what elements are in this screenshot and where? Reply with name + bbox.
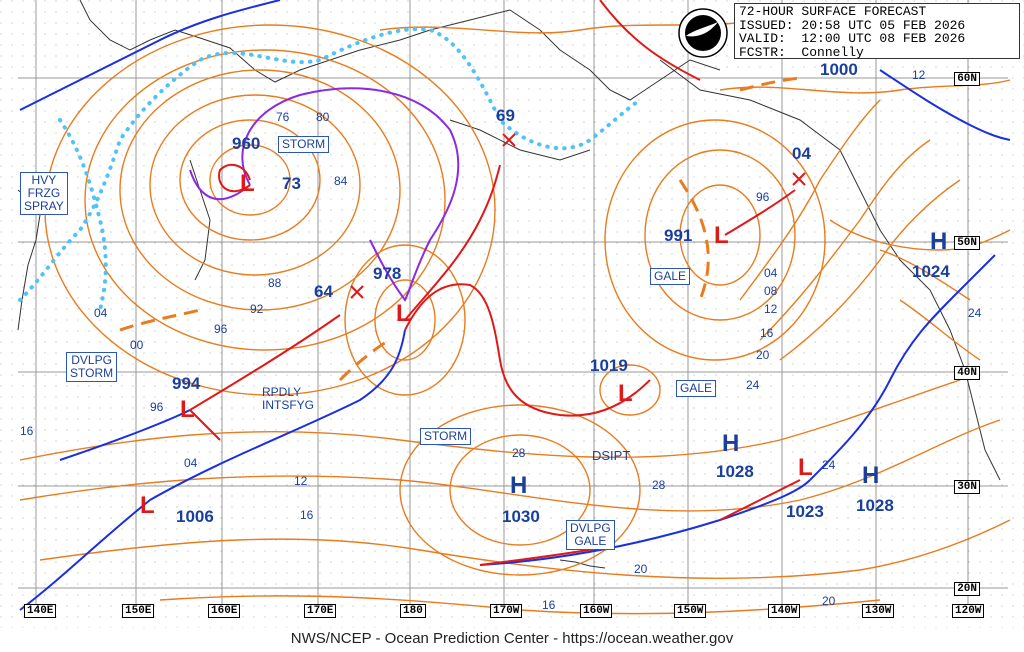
isobar-label: 04 [184, 456, 198, 470]
low-pressure-value: 978 [373, 264, 402, 283]
future-position-value: 64 [314, 282, 333, 301]
isobar-label: 88 [268, 276, 282, 290]
future-position-value: 04 [792, 144, 811, 163]
low-pressure-value: 994 [172, 374, 201, 393]
dvlpg-gale-box: DVLPG GALE [566, 520, 615, 550]
dvlpg-storm-box: DVLPG STORM [66, 352, 118, 382]
lat-label: 40N [954, 366, 980, 380]
isobar-label: 24 [822, 458, 836, 472]
low-center-symbol: L [798, 454, 813, 481]
lon-label: 170E [304, 604, 337, 618]
low-pressure-value: 1023 [786, 502, 824, 521]
lat-label: 50N [954, 236, 980, 250]
lon-label: 140E [24, 604, 57, 618]
warning-box-gale: GALE [650, 268, 691, 285]
high-pressure-value: 1030 [502, 507, 540, 526]
warning-box-gale: GALE [676, 380, 717, 397]
isobar-label: 24 [746, 378, 760, 392]
low-pressure-value: 960 [232, 134, 261, 153]
low-center-symbol: L [240, 170, 255, 197]
isobar-label: 12 [912, 68, 926, 82]
header-forecaster: FCSTR: Connelly [739, 44, 864, 60]
future-position-value: 1000 [820, 60, 858, 79]
isobar-label: 16 [20, 424, 34, 438]
lon-label: 150E [122, 604, 155, 618]
isobar-label: 96 [214, 322, 228, 336]
lon-label: 150W [674, 604, 707, 618]
high-center-symbol: H [862, 462, 880, 489]
lat-label: 30N [954, 480, 980, 494]
occluded-front [241, 87, 460, 302]
isobar-label: 20 [634, 562, 648, 576]
high-center-symbol: H [722, 430, 740, 457]
header-valid: VALID: 12:00 UTC 08 FEB 2026 [739, 31, 966, 46]
isobar-label: 00 [130, 338, 144, 352]
isobar-label: 96 [756, 190, 770, 204]
isobar-label: 12 [764, 302, 778, 316]
header-title: 72-HOUR SURFACE FORECAST [739, 4, 927, 19]
isobar-label: 96 [150, 400, 164, 414]
isobar-label: 04 [94, 306, 108, 320]
high-center-symbol: H [930, 228, 948, 255]
isobar-label: 24 [968, 306, 982, 320]
isobar-label: 08 [764, 284, 778, 298]
low-center-symbol: L [618, 380, 633, 407]
low-center-symbol: L [714, 222, 729, 249]
low-center-symbol: L [180, 396, 195, 423]
lat-label: 20N [954, 582, 980, 596]
lon-label: 160W [580, 604, 613, 618]
lon-label: 180 [400, 604, 426, 618]
isobar-label: 28 [652, 478, 666, 492]
isobar-label: 80 [316, 110, 330, 124]
header-issued: ISSUED: 20:58 UTC 05 FEB 2026 [739, 17, 966, 33]
lon-label: 140W [768, 604, 801, 618]
isobar-label: 16 [542, 598, 556, 612]
high-pressure-value: 1024 [912, 262, 950, 281]
ice-edge [18, 27, 642, 312]
low-pressure-value: 1006 [176, 507, 214, 526]
lon-label: 120W [952, 604, 985, 618]
isobar-label: 84 [334, 174, 348, 188]
dot-grid [0, 0, 1024, 628]
warning-box-storm: STORM [420, 428, 472, 445]
troughs [119, 76, 801, 382]
isobar-label: 12 [294, 474, 308, 488]
lat-label: 60N [954, 72, 980, 86]
future-position-marks [350, 133, 806, 299]
future-position-value: 69 [496, 106, 515, 125]
isobar-label: 20 [756, 348, 770, 362]
hvy-frzg-spray-box: HVY FRZG SPRAY [20, 172, 68, 215]
isobar-label: 16 [760, 326, 774, 340]
isobar-label: 20 [822, 594, 836, 608]
low-center-symbol: L [396, 300, 411, 327]
forecast-header: 72-HOUR SURFACE FORECAST ISSUED: 20:58 U… [734, 3, 1020, 59]
low-pressure-value: 991 [664, 226, 693, 245]
warning-box-storm: STORM [278, 136, 330, 153]
isobar-label: 76 [276, 110, 290, 124]
low-pressure-value: 1019 [590, 356, 628, 375]
storm-tracks [189, 163, 796, 411]
lon-label: 160E [208, 604, 241, 618]
footer-credit: NWS/NCEP - Ocean Prediction Center - htt… [290, 630, 734, 647]
isobar-label: 04 [764, 266, 778, 280]
isobar-label: 73 [282, 174, 301, 193]
cold-fronts [19, 0, 1011, 611]
high-pressure-value: 1028 [716, 462, 754, 481]
dsipt-annotation: DSIPT [592, 448, 631, 463]
high-pressure-value: 1028 [856, 496, 894, 515]
lon-label: 130W [862, 604, 895, 618]
noaa-logo-icon [678, 8, 728, 58]
high-center-symbol: H [510, 472, 528, 499]
warm-fronts [189, 0, 801, 566]
isobar-label: 28 [512, 446, 526, 460]
isobar-label: 92 [250, 302, 264, 316]
low-center-symbol: L [140, 492, 155, 519]
lon-label: 170W [490, 604, 523, 618]
isobar-label: 16 [300, 508, 314, 522]
rpdly-intsfyg-annotation: RPDLY INTSFYG [262, 385, 315, 412]
